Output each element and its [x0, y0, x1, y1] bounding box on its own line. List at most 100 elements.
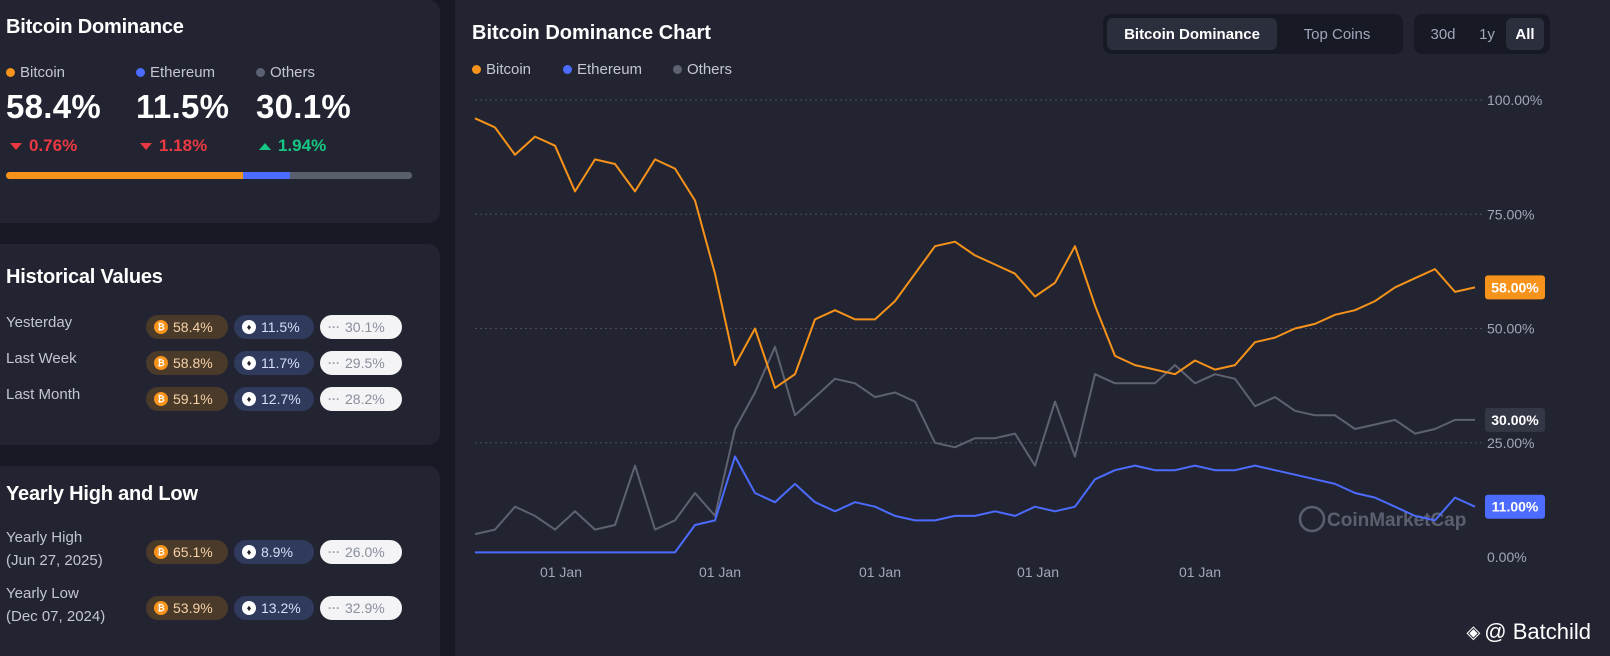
- yearly-low-date: (Dec 07, 2024): [6, 608, 106, 625]
- coinmarketcap-watermark: CoinMarketCap: [1327, 510, 1466, 531]
- x-tick-label: 01 Jan: [1017, 564, 1059, 580]
- ellipsis-icon: ···: [328, 320, 340, 334]
- pill-value: 8.9%: [261, 544, 293, 560]
- y-tick-label: 25.00%: [1487, 435, 1534, 451]
- time-range-tabs: 30d 1y All: [1414, 14, 1550, 54]
- caret-down-icon: [140, 142, 152, 150]
- ethereum-icon: ♦: [242, 320, 256, 334]
- yearly-title: Yearly High and Low: [6, 483, 198, 505]
- yearly-high-date: (Jun 27, 2025): [6, 552, 103, 569]
- range-1y[interactable]: 1y: [1479, 25, 1495, 43]
- x-tick-label: 01 Jan: [540, 564, 582, 580]
- chart-title: Bitcoin Dominance Chart: [472, 22, 711, 44]
- series-line-bitcoin: [474, 117, 1476, 389]
- chart-legend-others-label: Others: [687, 61, 733, 78]
- ethereum-icon: ♦: [242, 545, 256, 559]
- yearly-high-label: Yearly High: [6, 529, 83, 546]
- pill-eth: ♦ 8.9%: [234, 540, 314, 564]
- badge-bitcoin: [1485, 275, 1545, 300]
- caret-down-icon: [10, 142, 22, 150]
- ethereum-dot-icon: [136, 68, 145, 77]
- pill-value: 11.5%: [261, 319, 300, 335]
- branding-watermark: ◈ @ Batchild: [1466, 619, 1591, 645]
- row-label-last-month: Last Month: [6, 386, 81, 403]
- x-tick-label: 01 Jan: [1179, 564, 1221, 580]
- pill-eth: ♦ 13.2%: [234, 596, 314, 620]
- x-tick-label: 01 Jan: [699, 564, 741, 580]
- ethereum-change-value: 1.18%: [159, 136, 208, 155]
- pill-others: ··· 28.2%: [320, 387, 402, 411]
- chart-legend-bitcoin[interactable]: Bitcoin: [472, 61, 531, 78]
- others-dot-icon: [673, 65, 682, 74]
- pill-value: 30.1%: [345, 319, 385, 335]
- tab-bitcoin-dominance[interactable]: Bitcoin Dominance: [1107, 18, 1277, 50]
- pill-eth: ♦ 11.5%: [234, 315, 314, 339]
- row-label-yesterday: Yesterday: [6, 314, 73, 331]
- legend-bitcoin-label: Bitcoin: [20, 64, 66, 81]
- pill-value: 32.9%: [345, 600, 385, 616]
- legend-ethereum-label: Ethereum: [150, 64, 216, 81]
- binance-icon: ◈: [1466, 621, 1481, 642]
- caret-up-icon: [259, 142, 271, 150]
- historical-title: Historical Values: [6, 266, 163, 288]
- ellipsis-icon: ···: [328, 601, 340, 615]
- pill-value: 29.5%: [345, 355, 385, 371]
- badge-bitcoin-value: 58.00%: [1491, 279, 1539, 295]
- chart-legend-others[interactable]: Others: [673, 61, 732, 78]
- pill-value: 58.4%: [173, 319, 213, 335]
- pill-value: 12.7%: [261, 391, 301, 407]
- x-tick-label: 01 Jan: [859, 564, 901, 580]
- legend-others-label: Others: [270, 64, 316, 81]
- ethereum-dominance-value: 11.5%: [136, 88, 230, 125]
- bitcoin-icon: ₿: [154, 320, 168, 334]
- bitcoin-icon: ₿: [154, 545, 168, 559]
- branding-text: @ Batchild: [1484, 619, 1591, 644]
- dominance-summary-card: Bitcoin Dominance Bitcoin Ethereum Other…: [0, 0, 440, 223]
- pill-value: 59.1%: [173, 391, 213, 407]
- yearly-low-label: Yearly Low: [6, 585, 79, 602]
- chart-legend-ethereum[interactable]: Ethereum: [563, 61, 642, 78]
- dominance-progress-bar: [6, 172, 412, 179]
- legend-bitcoin: Bitcoin: [6, 64, 65, 81]
- pill-btc: ₿ 59.1%: [146, 387, 228, 411]
- range-all[interactable]: All: [1506, 18, 1544, 50]
- sidebar-panel: Bitcoin Dominance Bitcoin Ethereum Other…: [0, 0, 440, 656]
- others-dominance-value: 30.1%: [256, 88, 352, 125]
- range-30d[interactable]: 30d: [1430, 25, 1456, 43]
- pill-value: 53.9%: [173, 600, 213, 616]
- pill-others: ··· 30.1%: [320, 315, 402, 339]
- ethereum-change: 1.18%: [140, 136, 207, 156]
- legend-others: Others: [256, 64, 315, 81]
- bitcoin-icon: ₿: [154, 392, 168, 406]
- pill-value: 26.0%: [345, 544, 385, 560]
- y-tick-label: 75.00%: [1487, 206, 1534, 222]
- row-label-yearly-low: Yearly Low (Dec 07, 2024): [6, 582, 105, 628]
- bitcoin-icon: ₿: [154, 601, 168, 615]
- pill-value: 65.1%: [173, 544, 213, 560]
- historical-values-card: Historical Values Yesterday ₿ 58.4% ♦ 11.5…: [0, 244, 440, 445]
- bitcoin-dominance-value: 58.4%: [6, 88, 102, 125]
- series-line-others: [474, 345, 1475, 536]
- pill-btc: ₿ 58.8%: [146, 351, 228, 375]
- chart-legend-bitcoin-label: Bitcoin: [486, 61, 532, 78]
- ellipsis-icon: ···: [328, 392, 340, 406]
- bitcoin-change: 0.76%: [10, 136, 77, 156]
- pill-others: ··· 32.9%: [320, 596, 402, 620]
- pill-value: 13.2%: [261, 600, 301, 616]
- badge-others: [1485, 407, 1545, 432]
- pill-value: 58.8%: [173, 355, 213, 371]
- pill-value: 28.2%: [345, 391, 385, 407]
- progress-others: [289, 172, 412, 179]
- ethereum-icon: ♦: [242, 356, 256, 370]
- bitcoin-dot-icon: [472, 65, 481, 74]
- y-tick-label: 100.00%: [1487, 92, 1542, 108]
- dominance-chart-panel: 100.00% 75.00% 50.00% 25.00% 0.00% 01 Jan 01 J…: [455, 0, 1610, 656]
- badge-ethereum: [1485, 494, 1545, 519]
- ellipsis-icon: ···: [328, 545, 340, 559]
- badge-others-value: 30.00%: [1491, 412, 1539, 428]
- others-change: 1.94%: [259, 136, 326, 156]
- coinmarketcap-logo-icon: [1298, 505, 1326, 533]
- pill-eth: ♦ 11.7%: [234, 351, 314, 375]
- dominance-line-chart[interactable]: 100.00% 75.00% 50.00% 25.00% 0.00% 01 Jan 01 J…: [455, 0, 1610, 656]
- tab-top-coins[interactable]: Top Coins: [1303, 25, 1371, 43]
